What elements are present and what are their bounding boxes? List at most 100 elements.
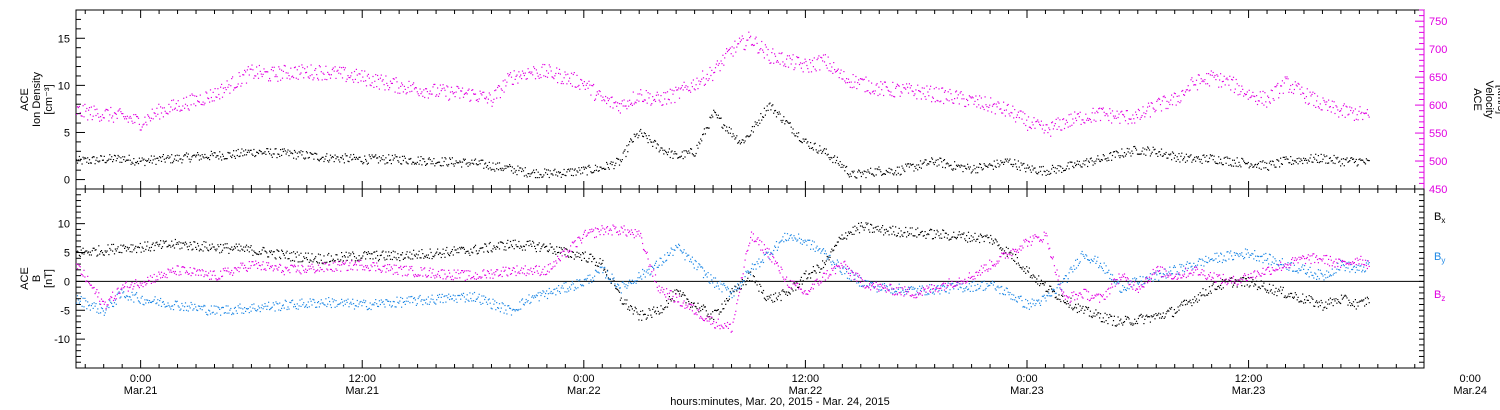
density-series-point [576, 170, 578, 172]
b-x-series-point [1322, 309, 1324, 311]
b-y-series-point [662, 260, 664, 263]
b-x-series-point [256, 253, 258, 255]
b-y-series-point [164, 306, 166, 308]
density-series-point [967, 166, 970, 168]
density-series-point [269, 153, 271, 155]
velocity-series-point [1098, 108, 1100, 110]
density-series-point [1350, 157, 1352, 159]
b-x-series-point [196, 248, 198, 250]
velocity-series-point [593, 83, 595, 86]
density-series-point [751, 126, 753, 128]
b-x-series-point [1146, 314, 1148, 316]
b-x-series-point [1162, 312, 1164, 314]
velocity-series-point [1250, 96, 1252, 98]
density-series-point [946, 162, 948, 164]
density-series-point [450, 162, 453, 165]
b-x-series-point [79, 255, 81, 257]
b-y-series-point [406, 297, 408, 299]
density-series-point [422, 158, 424, 160]
b-y-series-point [502, 303, 504, 305]
density-series-point [88, 162, 90, 164]
b-x-series-point [116, 248, 118, 250]
b-x-series-point [369, 258, 371, 260]
velocity-series-point [278, 66, 280, 68]
velocity-series-point [223, 92, 225, 94]
density-series-point [1213, 155, 1215, 157]
density-series-point [505, 167, 507, 169]
density-series-point [938, 164, 940, 166]
velocity-series-point [172, 109, 174, 111]
b-x-series-point [910, 233, 912, 235]
b-x-series-point [673, 300, 675, 302]
b-x-series-point [542, 244, 544, 246]
velocity-series-point [1155, 109, 1157, 111]
density-series-point [822, 149, 825, 151]
density-series-point [822, 151, 824, 153]
density-series-point [601, 168, 603, 170]
b-y-series-point [367, 308, 369, 310]
density-series-point [163, 158, 165, 160]
velocity-series-point [1182, 89, 1184, 92]
velocity-series-point [510, 76, 513, 78]
density-series-point [689, 152, 691, 154]
b-x-series-point [106, 250, 108, 252]
b-x-series-point [114, 248, 116, 250]
density-series-point [1341, 163, 1343, 165]
velocity-series-point [1336, 106, 1338, 108]
density-series-point [630, 138, 632, 140]
velocity-series-point [495, 89, 497, 91]
velocity-series-point [563, 77, 565, 79]
b-x-series-point [1221, 279, 1223, 281]
b-y-series-point [112, 305, 115, 308]
density-series-point [493, 168, 495, 171]
density-series-point [502, 169, 504, 172]
b-x-series-point [844, 237, 846, 239]
b-x-series-point [595, 261, 597, 263]
velocity-series-point [1216, 74, 1218, 76]
b-x-series-point [812, 266, 814, 268]
velocity-series-point [1300, 93, 1302, 95]
velocity-series-point [626, 108, 628, 110]
velocity-series-point [302, 66, 304, 69]
density-series-point [833, 156, 835, 158]
b-y-series-point [326, 305, 328, 308]
velocity-series-point [1003, 109, 1006, 111]
velocity-series-point [1074, 111, 1076, 113]
b-y-series-point [477, 296, 479, 298]
b-y-series-point [447, 297, 449, 299]
density-series-point [702, 134, 704, 136]
density-series-point [726, 130, 729, 132]
density-series-point [199, 155, 201, 157]
density-series-point [904, 170, 906, 173]
b-x-series-point [1316, 300, 1318, 302]
velocity-series-point [1173, 92, 1175, 94]
b-y-series-point [334, 306, 336, 308]
b-x-series-point [742, 284, 744, 286]
b-y-series-point [491, 308, 493, 310]
b-y-series-point [166, 305, 168, 307]
b-x-series-point [555, 253, 557, 255]
y-tick-label: 10 [58, 219, 70, 231]
density-series-point [388, 154, 390, 156]
velocity-series-point [277, 80, 279, 82]
b-x-series-point [283, 254, 285, 256]
velocity-series-point [790, 63, 792, 65]
density-series-point [290, 152, 292, 154]
density-series-point [1071, 161, 1073, 163]
b-y-series-point [396, 296, 398, 298]
b-x-series-point [1111, 315, 1113, 317]
b-x-series-point [359, 259, 361, 261]
velocity-series-point [625, 105, 627, 107]
velocity-series-point [1009, 115, 1011, 117]
density-series-point [371, 154, 373, 156]
b-x-series-point [1332, 305, 1334, 307]
velocity-series-point [742, 38, 744, 40]
density-series-point [764, 114, 766, 116]
velocity-series-point [846, 78, 848, 80]
density-series-point [267, 148, 269, 150]
velocity-series-point [762, 51, 765, 53]
velocity-series-point [1026, 119, 1028, 121]
b-x-series-point [1044, 282, 1046, 284]
velocity-series-point [221, 83, 223, 85]
velocity-series-point [379, 77, 381, 79]
